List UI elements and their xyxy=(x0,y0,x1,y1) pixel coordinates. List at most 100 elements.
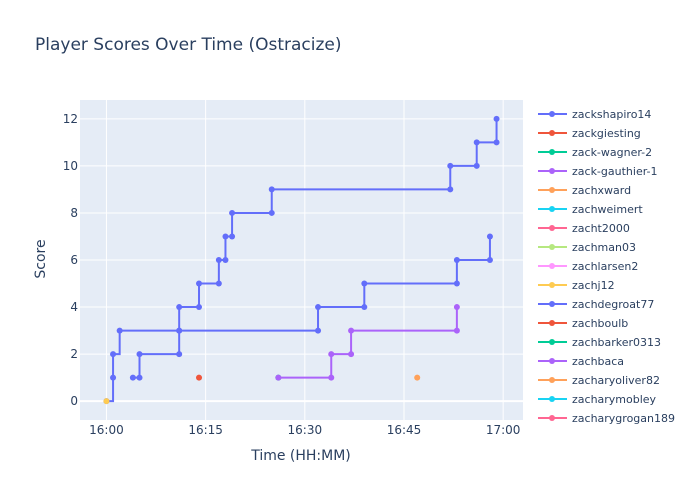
legend-label: zachbarker0313 xyxy=(572,336,661,349)
legend-swatch-dot xyxy=(549,111,555,117)
legend-item[interactable]: zacht2000 xyxy=(538,222,630,235)
legend-label: zachdegroat77 xyxy=(572,298,654,311)
data-point xyxy=(275,374,282,381)
legend-item[interactable]: zack-gauthier-1 xyxy=(538,165,658,178)
data-point xyxy=(222,233,229,240)
legend-swatch-dot xyxy=(549,301,555,307)
legend-swatch-dot xyxy=(549,320,555,326)
legend-item[interactable]: zackgiesting xyxy=(538,127,641,140)
y-tick-label: 10 xyxy=(63,159,78,173)
legend-label: zachweimert xyxy=(572,203,643,216)
legend[interactable]: zackshapiro14 zackgiesting zack-wagner-2 za… xyxy=(538,108,675,425)
data-point xyxy=(315,327,322,334)
data-point xyxy=(453,327,460,334)
data-point xyxy=(268,186,275,193)
legend-item[interactable]: zachbarker0313 xyxy=(538,336,661,349)
legend-label: zachboulb xyxy=(572,317,628,330)
data-point xyxy=(176,351,183,358)
data-point xyxy=(361,280,368,287)
x-tick-label: 16:45 xyxy=(387,423,422,437)
legend-swatch-dot xyxy=(549,244,555,250)
legend-label: zackshapiro14 xyxy=(572,108,651,121)
data-point xyxy=(348,327,355,334)
legend-item[interactable]: zachbaca xyxy=(538,355,624,368)
y-tick-label: 2 xyxy=(70,347,78,361)
data-point xyxy=(473,162,480,169)
legend-label: zacht2000 xyxy=(572,222,630,235)
legend-item[interactable]: zachxward xyxy=(538,184,631,197)
data-point xyxy=(453,280,460,287)
y-tick-label: 12 xyxy=(63,112,78,126)
x-tick-label: 17:00 xyxy=(486,423,521,437)
y-tick-label: 0 xyxy=(70,394,78,408)
legend-item[interactable]: zack-wagner-2 xyxy=(538,146,652,159)
legend-swatch-dot xyxy=(549,168,555,174)
legend-swatch-dot xyxy=(549,149,555,155)
data-point xyxy=(328,351,335,358)
series-layer xyxy=(103,115,500,405)
legend-item[interactable]: zacharymobley xyxy=(538,393,657,406)
legend-label: zacharymobley xyxy=(572,393,657,406)
legend-label: zacharygrogan189 xyxy=(572,412,675,425)
data-point xyxy=(176,327,183,334)
data-point xyxy=(453,257,460,263)
legend-label: zachbaca xyxy=(572,355,624,368)
series-zachdegroat77 xyxy=(129,233,493,381)
legend-item[interactable]: zacharygrogan189 xyxy=(538,412,675,425)
x-tick-label: 16:30 xyxy=(288,423,323,437)
data-point xyxy=(315,304,322,311)
data-point xyxy=(196,280,203,287)
legend-swatch-dot xyxy=(549,187,555,193)
data-point xyxy=(110,374,117,381)
legend-item[interactable]: zackshapiro14 xyxy=(538,108,651,121)
legend-label: zacharyoliver82 xyxy=(572,374,660,387)
data-point xyxy=(447,162,454,169)
data-point xyxy=(176,304,183,311)
legend-item[interactable]: zacharyoliver82 xyxy=(538,374,660,387)
legend-swatch-dot xyxy=(549,396,555,402)
data-point xyxy=(196,374,203,381)
data-point xyxy=(348,351,355,358)
legend-item[interactable]: zachlarsen2 xyxy=(538,260,638,273)
data-point xyxy=(103,398,110,405)
legend-item[interactable]: zachweimert xyxy=(538,203,643,216)
legend-swatch-dot xyxy=(549,225,555,231)
legend-swatch-dot xyxy=(549,377,555,383)
axis-ticks: 16:00 16:15 16:30 16:45 17:00 0 2 4 6 8 10 12 xyxy=(63,112,521,437)
x-tick-label: 16:15 xyxy=(188,423,223,437)
data-point xyxy=(229,233,236,240)
legend-item[interactable]: zachdegroat77 xyxy=(538,298,654,311)
data-point xyxy=(136,351,143,358)
y-tick-label: 8 xyxy=(70,206,78,220)
legend-swatch-dot xyxy=(549,130,555,136)
data-point xyxy=(215,257,222,263)
legend-swatch-dot xyxy=(549,282,555,288)
legend-item[interactable]: zachman03 xyxy=(538,241,636,254)
data-point xyxy=(447,186,454,193)
legend-swatch-dot xyxy=(549,339,555,345)
chart-title: Player Scores Over Time (Ostracize) xyxy=(35,35,342,55)
data-point xyxy=(136,374,143,381)
y-tick-label: 6 xyxy=(70,253,78,267)
legend-label: zack-gauthier-1 xyxy=(572,165,658,178)
legend-swatch-dot xyxy=(549,206,555,212)
legend-swatch-dot xyxy=(549,415,555,421)
data-point xyxy=(361,304,368,311)
series-zachxward xyxy=(414,374,421,381)
data-point xyxy=(222,257,229,263)
data-point xyxy=(473,139,480,146)
data-point xyxy=(196,304,203,311)
data-point xyxy=(493,139,500,146)
legend-swatch-dot xyxy=(549,358,555,364)
legend-label: zackgiesting xyxy=(572,127,641,140)
legend-label: zachman03 xyxy=(572,241,636,254)
legend-label: zachlarsen2 xyxy=(572,260,638,273)
legend-label: zachxward xyxy=(572,184,631,197)
data-point xyxy=(486,233,493,240)
data-point xyxy=(110,351,117,358)
legend-item[interactable]: zachboulb xyxy=(538,317,628,330)
data-point xyxy=(229,209,236,216)
data-point xyxy=(116,327,123,334)
legend-item[interactable]: zachj12 xyxy=(538,279,615,292)
